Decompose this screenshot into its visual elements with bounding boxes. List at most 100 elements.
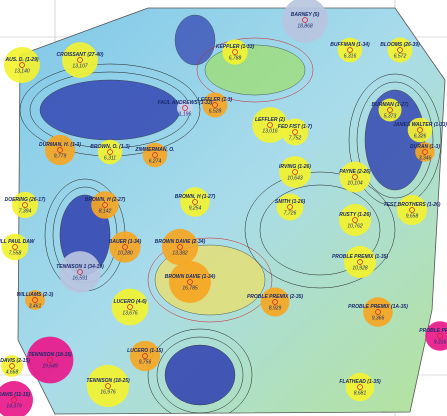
well-marker [177,244,183,250]
well-marker [19,62,25,68]
well-bubble [260,287,290,317]
well-bubble [343,245,377,279]
well-bubble [345,372,375,402]
well-bubble [281,118,309,146]
well-value: 10,643 [287,175,303,181]
well-label: JAMES WALTER (1-33) [393,122,447,128]
well-label: WILLIAMS (2-3) [17,292,54,298]
well-marker [105,383,111,389]
well-marker [267,122,273,128]
well-value: 13,016 [262,128,278,134]
well-bubble [339,204,371,236]
well-value: 10,928 [352,265,368,271]
well-marker [152,152,158,158]
well-value: 10,280 [117,250,133,256]
well-marker [417,127,423,133]
well-value: 6,316 [344,53,357,59]
well-bubble [339,161,371,193]
well-marker [422,149,428,155]
well-label: TENNISON (18-25) [86,378,130,384]
well-marker [212,102,218,108]
well-bubble [142,142,168,168]
well-bubble [25,290,45,310]
well-label: KEPPLER (1-33) [216,44,255,50]
well-value: 7,752 [289,135,302,141]
well-label: BROWN, O. (1-3) [90,144,130,150]
well-label: SMITH (1-26) [275,199,306,205]
well-value: 6,572 [394,53,407,59]
well-marker [409,207,415,213]
well-label: DURMAN, H. (1-3) [39,142,81,148]
well-bubble [378,98,402,122]
well-marker [292,169,298,175]
well-label: BAUER (1-34) [109,239,142,245]
well-value: 10,104 [347,180,363,186]
well-label: DAVIS (11-15) [0,392,30,398]
well-marker [9,363,15,369]
well-label: BLOOMS (26-39) [380,42,420,48]
well-bubble [0,381,33,416]
well-marker [12,244,18,250]
well-marker [272,299,278,305]
well-label: BARNEY (5) [291,12,320,18]
well-bubble [161,228,199,266]
well-label: TENNISON (18-15) [28,352,72,358]
well-label: BROWN, H (2-27) [85,197,126,203]
well-marker [32,297,38,303]
well-marker [302,17,308,23]
well-label: PROBLE PREMIX (1-35) [332,254,388,260]
well-bubble [337,37,363,63]
well-label: LEFFLER (1-3) [198,97,233,103]
well-marker [142,353,148,359]
well-bubble [276,193,304,221]
well-label: FED FIST (1-7) [278,124,313,130]
well-bubble [177,100,193,116]
well-value: 6,326 [414,133,427,139]
well-marker [47,357,53,363]
well-marker [357,259,363,265]
well-bubble [11,191,39,219]
well-label: CROISSANT (27-40) [57,52,104,58]
well-bubble [415,142,435,162]
well-marker [375,309,381,315]
well-label: W DAVIS (2-15) [0,358,30,364]
well-marker [192,199,198,205]
well-label: BROWN DAVIE (2-34) [155,239,206,245]
well-bubble [62,42,98,78]
well-bubble [425,321,447,351]
well-marker [11,397,17,403]
well-label: LUCERO (4-6) [113,299,146,305]
well-value: 9,658 [406,213,419,219]
well-value: 6,274 [149,158,162,164]
well-bubble [387,37,413,63]
well-marker [357,384,363,390]
well-marker [352,174,358,180]
well-bubble [1,233,29,261]
well-label: FAUL ANDREWS (1-33) [158,100,213,106]
well-bubble [169,261,211,303]
well-marker [127,304,133,310]
well-label: LUCERO (1-15) [127,348,163,354]
well-value: 9,316 [434,339,447,345]
well-value: 16,591 [72,275,88,281]
well-bubble [1,355,23,377]
well-marker [77,57,83,63]
well-marker [22,202,28,208]
well-value: 18,868 [297,23,313,29]
well-label: BURMAN (1-27) [372,102,409,108]
well-label: BUFFMAN (1-34) [330,42,370,48]
well-bubble [222,39,248,65]
well-marker [57,147,63,153]
well-bubble [97,139,123,165]
well-marker [437,333,443,339]
well-value: 6,528 [209,108,222,114]
well-marker [77,269,83,275]
well-bubble [363,297,393,327]
well-value: 5,373 [384,113,397,119]
well-value: 13,140 [14,68,30,74]
well-label: FLATHEAD (1-35) [339,379,381,385]
well-value: 1,196 [179,111,192,117]
well-value: 3,346 [419,155,432,161]
well-bubble [396,194,428,226]
well-value: 7,394 [19,208,32,214]
